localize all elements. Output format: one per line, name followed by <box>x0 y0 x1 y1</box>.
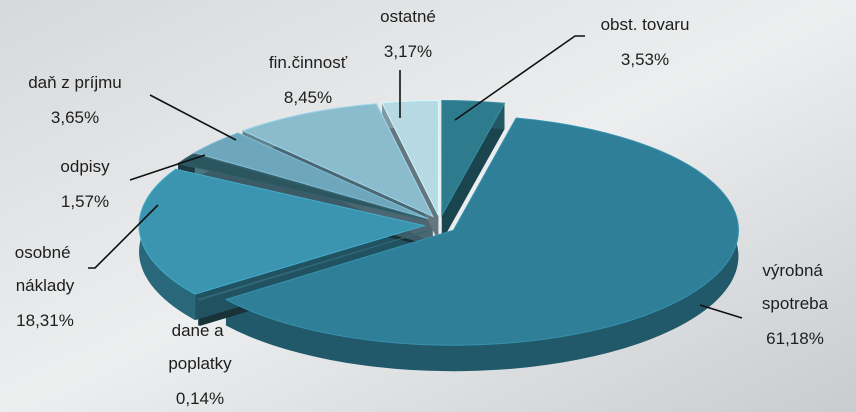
category-label: osobné náklady <box>15 243 76 295</box>
category-label: odpisy <box>60 157 110 176</box>
value-label: 61,18% <box>766 329 824 348</box>
value-label: 3,53% <box>621 50 669 69</box>
slice <box>193 132 429 220</box>
label-line: dane a <box>172 321 229 340</box>
label-line: osobné <box>15 243 76 262</box>
category-label: fin.činnosť <box>269 53 348 72</box>
leader-line <box>129 154 206 181</box>
label-line: odpisy <box>60 157 110 176</box>
slice <box>196 230 428 301</box>
slice <box>138 168 426 295</box>
slice <box>441 99 506 218</box>
category-label: výrobná spotreba <box>762 261 829 313</box>
slice <box>224 117 739 346</box>
label-line: výrobná <box>762 261 827 280</box>
value-label: 3,65% <box>51 108 99 127</box>
value-label: 0,14% <box>176 389 224 408</box>
value-label: 1,57% <box>61 192 109 211</box>
label-line: ostatné <box>380 7 436 26</box>
label-line: obst. tovaru <box>601 15 690 34</box>
label-line: daň z príjmu <box>28 73 122 92</box>
category-label: obst. tovaru <box>601 15 690 34</box>
slice-side <box>225 118 739 372</box>
leader-line <box>699 304 743 319</box>
leader-line <box>88 204 159 269</box>
label-line: fin.činnosť <box>269 53 348 72</box>
value-label: 8,45% <box>284 88 332 107</box>
leader-line <box>454 35 585 121</box>
labels: obst. tovaru 3,53% výrobná spotreba 61,18% d… <box>15 7 829 408</box>
slice <box>381 99 439 216</box>
label-line: náklady <box>16 276 75 295</box>
leader-line <box>149 94 237 141</box>
value-label: 3,17% <box>384 42 432 61</box>
label-line: poplatky <box>168 354 232 373</box>
slice-wall <box>441 100 505 242</box>
slice <box>241 103 434 218</box>
category-label: dane a poplatky <box>168 321 232 373</box>
label-line: spotreba <box>762 294 829 313</box>
category-label: ostatné <box>380 7 436 26</box>
slice-tops <box>138 99 739 346</box>
category-label: daň z príjmu <box>28 73 122 92</box>
value-label: 18,31% <box>16 311 74 330</box>
